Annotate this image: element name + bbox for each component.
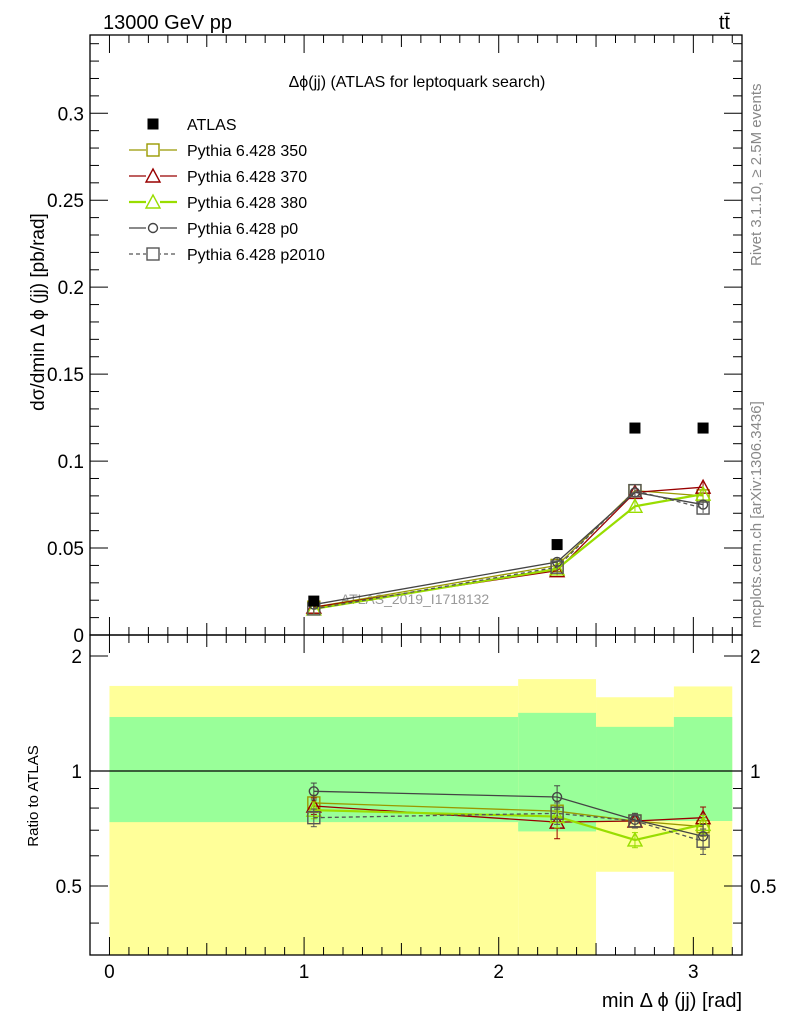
plot-title: Δϕ(jj) (ATLAS for leptoquark search)	[289, 74, 546, 91]
legend-marker	[146, 143, 160, 157]
series-line	[313, 489, 704, 608]
legend-marker-bg	[146, 247, 160, 261]
y-tick-label: 0.3	[58, 104, 84, 125]
ratio-series-line	[313, 802, 704, 828]
main-axes: 0 0.05 0.1 0.15 0.2 0.25 0.3	[47, 34, 743, 647]
ratio-point	[307, 810, 321, 825]
ratio-y-tick-label: 2	[71, 647, 82, 668]
x-tick-label: 2	[493, 962, 504, 983]
x-tick-label: 1	[299, 962, 310, 983]
legend-label: Pythia 6.428 p2010	[187, 247, 325, 264]
series-line	[313, 491, 704, 606]
ratio-series-line	[313, 812, 704, 842]
mcplots-label: mcplots.cern.ch [arXiv:1306.3436]	[748, 401, 765, 628]
legend: ATLAS Pythia 6.428 350 Pythia 6.428 370 Pyt…	[129, 117, 325, 264]
y-tick-label: 0.1	[58, 452, 84, 473]
series-point	[626, 497, 644, 514]
y-tick-label: 0	[73, 626, 84, 647]
process-label: tt̄	[719, 12, 731, 34]
legend-marker-bg	[146, 169, 160, 183]
ratio-point	[628, 814, 642, 828]
legend-label: Pythia 6.428 350	[187, 143, 307, 160]
y-tick-label: 0.2	[58, 278, 84, 299]
legend-label: Pythia 6.428 380	[187, 195, 307, 212]
legend-label: Pythia 6.428 370	[187, 169, 307, 186]
series-line	[313, 493, 704, 610]
ratio-axes: 0 1 2 3 0.5 0.5 1 1 2 2	[56, 634, 776, 983]
legend-marker	[144, 193, 162, 209]
series-point	[548, 560, 566, 576]
legend-marker	[144, 167, 162, 183]
ratio-point	[308, 786, 320, 797]
main-plot-marks	[305, 422, 712, 616]
y-tick-label: 0.15	[47, 365, 84, 386]
legend-marker-data	[147, 118, 159, 130]
green-band	[596, 726, 674, 821]
x-axis-title: min Δ ϕ (jj) [rad]	[602, 990, 742, 1012]
data-point	[308, 595, 320, 607]
legend-marker-bg	[146, 195, 160, 209]
x-tick-label: 3	[688, 962, 699, 983]
y-axis-title: dσ/dmin Δ ϕ (jj) [pb/rad]	[28, 213, 49, 411]
data-point	[551, 539, 563, 551]
x-tick-label: 0	[104, 962, 115, 983]
data-point	[697, 422, 709, 434]
ratio-y-tick-label-right: 2	[750, 647, 761, 668]
ratio-series-line	[313, 790, 704, 837]
legend-marker	[146, 247, 160, 261]
ratio-y-tick-label-right: 0.5	[750, 877, 776, 898]
ratio-plot-marks	[305, 782, 712, 855]
ratio-y-tick-label-right: 1	[750, 762, 761, 783]
series-point	[628, 483, 642, 498]
ratio-series-line	[313, 809, 704, 842]
energy-label: 13000 GeV pp	[103, 12, 232, 34]
ratio-point	[550, 806, 564, 821]
ratio-y-axis-title: Ratio to ATLAS	[25, 745, 42, 846]
rivet-label: Rivet 3.1.10, ≥ 2.5M events	[748, 84, 765, 267]
series-line	[313, 489, 704, 610]
legend-marker	[147, 222, 159, 234]
series-point	[550, 560, 564, 574]
ratio-y-tick-label: 1	[71, 762, 82, 783]
watermark: ATLAS_2019_I1718132	[341, 591, 490, 607]
green-band	[673, 716, 733, 821]
ratio-point	[696, 834, 710, 848]
legend-marker-bg	[146, 143, 160, 157]
legend-label: ATLAS	[187, 117, 237, 134]
ratio-point	[626, 831, 644, 847]
y-tick-label: 0.05	[47, 539, 84, 560]
series-point	[696, 501, 710, 515]
legend-label: Pythia 6.428 p0	[187, 221, 298, 238]
ratio-frame	[89, 634, 743, 956]
ratio-y-tick-label: 0.5	[56, 877, 82, 898]
ratio-point	[551, 791, 563, 803]
data-point	[629, 422, 641, 434]
y-tick-label: 0.25	[47, 191, 84, 212]
